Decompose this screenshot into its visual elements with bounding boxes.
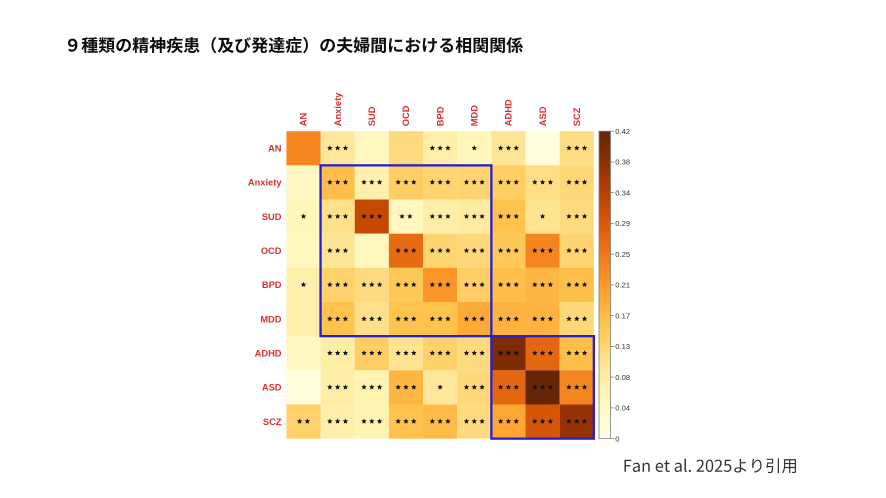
svg-text:AN: AN xyxy=(268,144,282,154)
svg-text:SCZ: SCZ xyxy=(572,107,582,126)
svg-text:0.29: 0.29 xyxy=(615,219,630,228)
svg-text:ADHD: ADHD xyxy=(255,349,282,359)
svg-text:MDD: MDD xyxy=(469,105,479,126)
svg-text:0.25: 0.25 xyxy=(615,250,630,259)
svg-text:Anxiety: Anxiety xyxy=(248,178,282,188)
svg-text:BPD: BPD xyxy=(435,106,445,126)
svg-text:0.34: 0.34 xyxy=(615,188,630,197)
svg-text:OCD: OCD xyxy=(401,105,411,126)
svg-text:OCD: OCD xyxy=(261,246,282,256)
svg-text:0.17: 0.17 xyxy=(615,311,630,320)
svg-text:Anxiety: Anxiety xyxy=(333,92,343,126)
svg-text:SUD: SUD xyxy=(262,212,282,222)
svg-text:0.13: 0.13 xyxy=(615,342,630,351)
svg-text:AN: AN xyxy=(299,112,309,126)
svg-text:0.21: 0.21 xyxy=(615,281,630,290)
svg-text:ASD: ASD xyxy=(262,383,282,393)
svg-text:SUD: SUD xyxy=(367,106,377,126)
svg-text:0.38: 0.38 xyxy=(615,158,630,167)
svg-text:ADHD: ADHD xyxy=(504,99,514,126)
svg-text:0.42: 0.42 xyxy=(615,127,630,136)
svg-text:SCZ: SCZ xyxy=(263,417,282,427)
svg-text:0.08: 0.08 xyxy=(615,373,630,382)
svg-text:ASD: ASD xyxy=(538,106,548,126)
svg-text:MDD: MDD xyxy=(260,314,281,324)
svg-text:BPD: BPD xyxy=(262,280,282,290)
svg-text:0: 0 xyxy=(615,434,619,443)
svg-text:0.04: 0.04 xyxy=(615,404,630,413)
